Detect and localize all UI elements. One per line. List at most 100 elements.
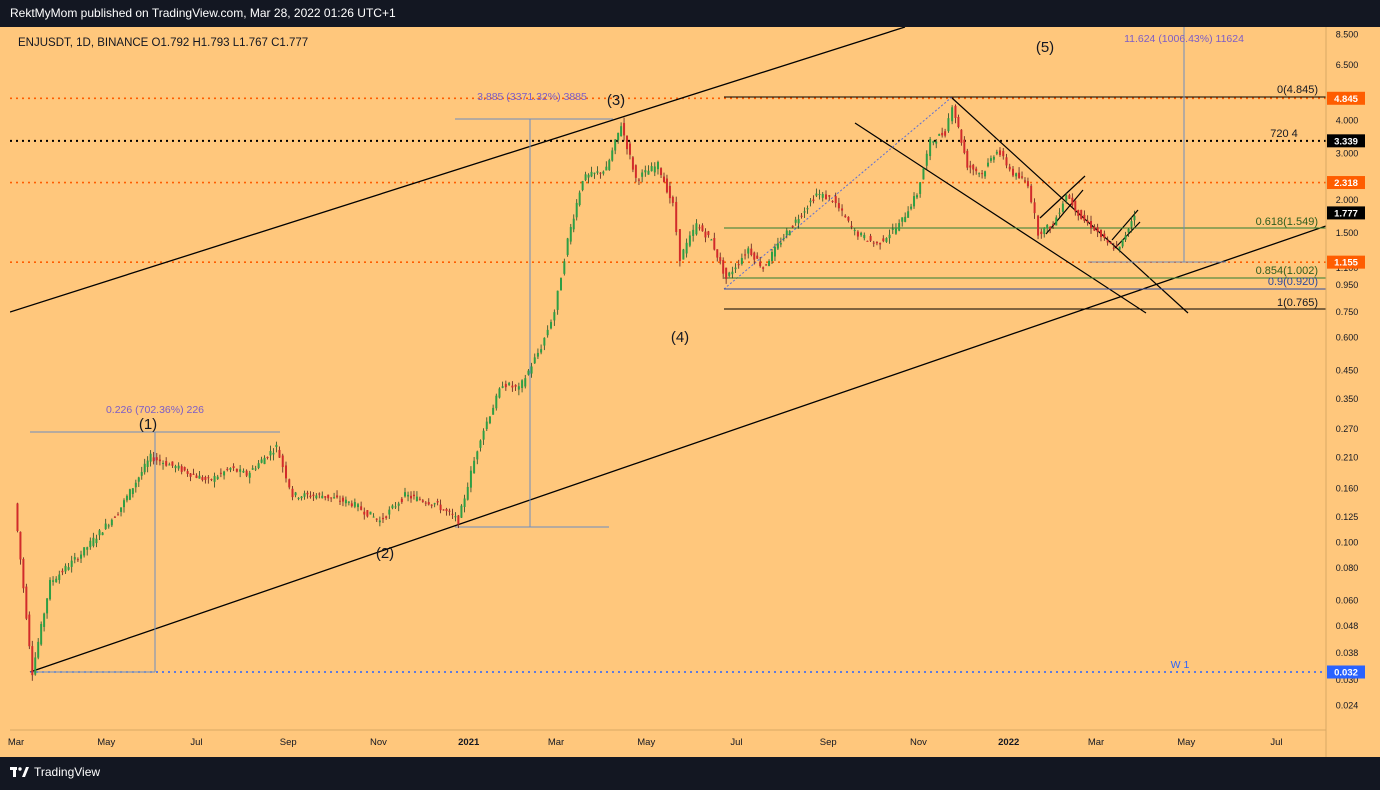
- candle-body: [207, 477, 210, 479]
- candle-body: [168, 464, 171, 466]
- y-tick-label: 0.160: [1336, 484, 1359, 494]
- candle-body: [731, 271, 734, 275]
- candle: [514, 384, 517, 391]
- candle-body: [581, 181, 584, 191]
- candle: [391, 504, 394, 510]
- candle-body: [174, 466, 177, 469]
- candle: [998, 147, 1001, 157]
- candle-body: [530, 366, 533, 374]
- candle: [831, 200, 834, 203]
- candle-body: [925, 153, 928, 166]
- candle-body: [436, 501, 439, 503]
- candle-body: [850, 225, 853, 227]
- price-badge: 1.155: [1327, 255, 1365, 269]
- candle-body: [189, 473, 192, 477]
- candle: [433, 502, 436, 508]
- candle: [1093, 224, 1096, 232]
- candle-body: [559, 278, 562, 291]
- candle-body: [628, 143, 631, 155]
- candle-body: [869, 235, 872, 241]
- chart-frame: [0, 27, 1380, 757]
- candle-body: [540, 349, 543, 353]
- candle: [275, 441, 278, 453]
- candle: [223, 470, 226, 480]
- x-tick-label: May: [637, 737, 655, 748]
- candle: [251, 465, 254, 470]
- candle: [553, 309, 556, 326]
- candle-body: [771, 252, 773, 262]
- candle: [713, 232, 716, 251]
- candle: [692, 224, 695, 242]
- candle-body: [957, 116, 960, 128]
- candle: [248, 470, 251, 484]
- candle-body: [104, 523, 107, 530]
- candle: [67, 562, 70, 571]
- candle: [1012, 166, 1015, 178]
- candle: [263, 455, 266, 465]
- candle-body: [707, 231, 710, 236]
- candle-body: [303, 493, 306, 497]
- candle: [634, 164, 637, 183]
- candle-body: [575, 202, 578, 218]
- candle-body: [860, 232, 863, 236]
- candle: [469, 466, 472, 493]
- candle-body: [300, 496, 303, 499]
- candle-body: [324, 496, 327, 498]
- measure-label: 0.226 (702.36%) 226: [106, 404, 204, 416]
- candle-body: [716, 249, 719, 258]
- candle-body: [242, 470, 245, 473]
- price-badge-bg: [1327, 665, 1365, 679]
- candle-body: [653, 166, 656, 173]
- symbol-line: ENJUSDT, 1D, BINANCE O1.792 H1.793 L1.76…: [18, 37, 308, 49]
- candle-body: [536, 352, 539, 357]
- candle: [294, 491, 297, 498]
- candle-body: [546, 329, 549, 336]
- candle: [1005, 153, 1008, 169]
- candle-body: [1071, 197, 1074, 206]
- candle-body: [226, 468, 229, 470]
- candle-body: [400, 498, 403, 503]
- candle: [566, 237, 569, 257]
- candle: [341, 495, 344, 507]
- candle: [407, 491, 410, 502]
- candle-body: [768, 261, 771, 266]
- candle-body: [407, 494, 410, 497]
- candle: [521, 379, 524, 393]
- candle: [146, 456, 149, 473]
- candle-body: [232, 466, 235, 469]
- candle: [788, 230, 791, 236]
- candle: [473, 456, 476, 474]
- candle: [626, 135, 629, 155]
- price-badge-bg: [1327, 206, 1365, 220]
- candle: [242, 468, 245, 473]
- candle: [572, 214, 575, 233]
- candle: [347, 501, 350, 506]
- candle: [913, 192, 916, 209]
- candle: [981, 169, 984, 179]
- price-badge-label: 4.845: [1334, 94, 1358, 105]
- tradingview-brand[interactable]: TradingView: [10, 765, 100, 779]
- candle: [1021, 171, 1024, 180]
- candle-body: [841, 208, 844, 211]
- candle: [198, 470, 201, 479]
- candle-body: [219, 472, 222, 474]
- candle: [485, 417, 488, 432]
- candle-body: [919, 182, 922, 194]
- candle: [70, 555, 73, 573]
- candle-body: [186, 471, 189, 474]
- candle: [907, 206, 910, 218]
- candle: [759, 256, 762, 268]
- candle-body: [932, 141, 935, 143]
- candle-body: [73, 557, 76, 560]
- candle: [254, 465, 257, 472]
- candle: [327, 494, 330, 502]
- candle: [107, 523, 110, 529]
- candle: [578, 190, 581, 207]
- candle: [941, 127, 944, 138]
- candle-body: [602, 171, 605, 174]
- candle-body: [327, 494, 330, 499]
- candle: [682, 248, 685, 260]
- candle-body: [1124, 235, 1127, 240]
- candle: [932, 140, 935, 146]
